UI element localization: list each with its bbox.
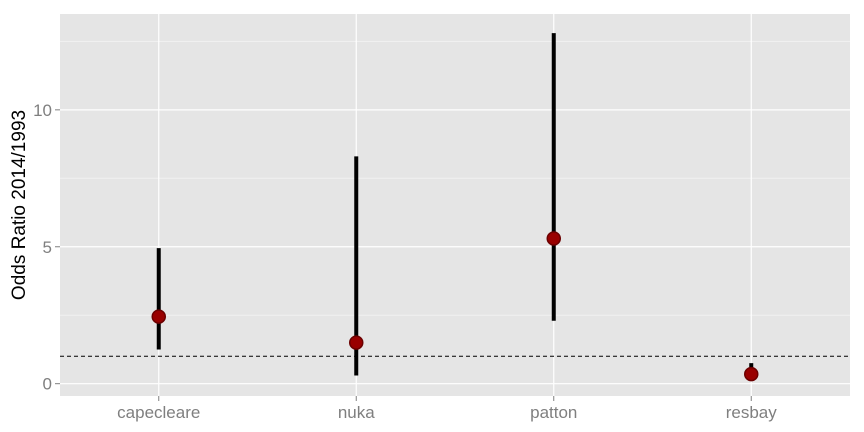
minor-gridlines xyxy=(60,40,850,316)
y-axis: 0 5 10 xyxy=(33,101,60,394)
y-tick-label: 5 xyxy=(43,238,52,257)
point-estimate-capecleare xyxy=(151,309,166,324)
x-axis: capecleare nuka patton resbay xyxy=(117,396,777,422)
point-estimate-resbay xyxy=(744,366,759,382)
y-axis-title: Odds Ratio 2014/1993 xyxy=(9,110,30,300)
y-tick-label: 0 xyxy=(43,375,52,394)
point-estimates xyxy=(151,231,759,382)
y-tick-label: 10 xyxy=(33,101,52,120)
x-tick-label-patton: patton xyxy=(530,403,577,422)
point-estimate-patton xyxy=(546,231,561,246)
x-tick-label-capecleare: capecleare xyxy=(117,403,200,422)
point-estimate-nuka xyxy=(349,335,364,350)
plot-panel xyxy=(60,14,850,396)
x-tick-label-resbay: resbay xyxy=(726,403,778,422)
x-tick-label-nuka: nuka xyxy=(338,403,375,422)
